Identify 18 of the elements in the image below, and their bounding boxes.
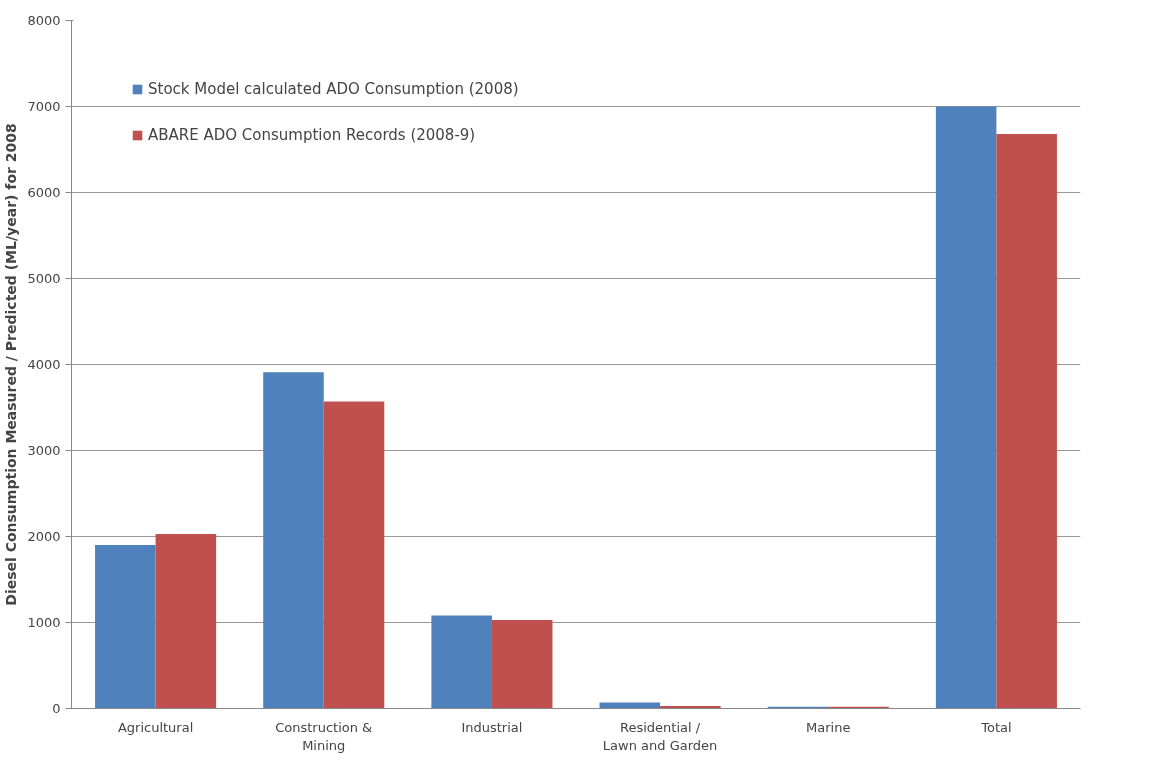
- y-tick-label: 5000: [27, 271, 61, 286]
- legend-label: Stock Model calculated ADO Consumption (2008): [148, 80, 519, 98]
- y-tick-label: 0: [52, 701, 61, 716]
- y-axis-title: Diesel Consumption Measured / Predicted (ML/year) for 2008: [3, 123, 20, 606]
- y-tick-label: 2000: [27, 529, 61, 544]
- x-tick-label: Residential / Lawn and Garden: [602, 719, 718, 753]
- x-tick-label: Construction & Mining: [275, 719, 373, 753]
- y-tick-label: 7000: [27, 99, 61, 114]
- y-tick-label: 3000: [27, 443, 61, 458]
- x-tick-label: Total: [980, 719, 1012, 735]
- y-tick-label: 1000: [27, 615, 61, 630]
- x-tick-label: Industrial: [461, 719, 523, 735]
- y-tick-label: 6000: [27, 185, 61, 200]
- legend-label: ABARE ADO Consumption Records (2008-9): [148, 126, 476, 144]
- x-tick-label: Agricultural: [117, 719, 194, 735]
- y-tick-label: 8000: [27, 13, 61, 28]
- x-tick-label: Marine: [806, 719, 851, 735]
- y-tick-label: 4000: [27, 357, 61, 372]
